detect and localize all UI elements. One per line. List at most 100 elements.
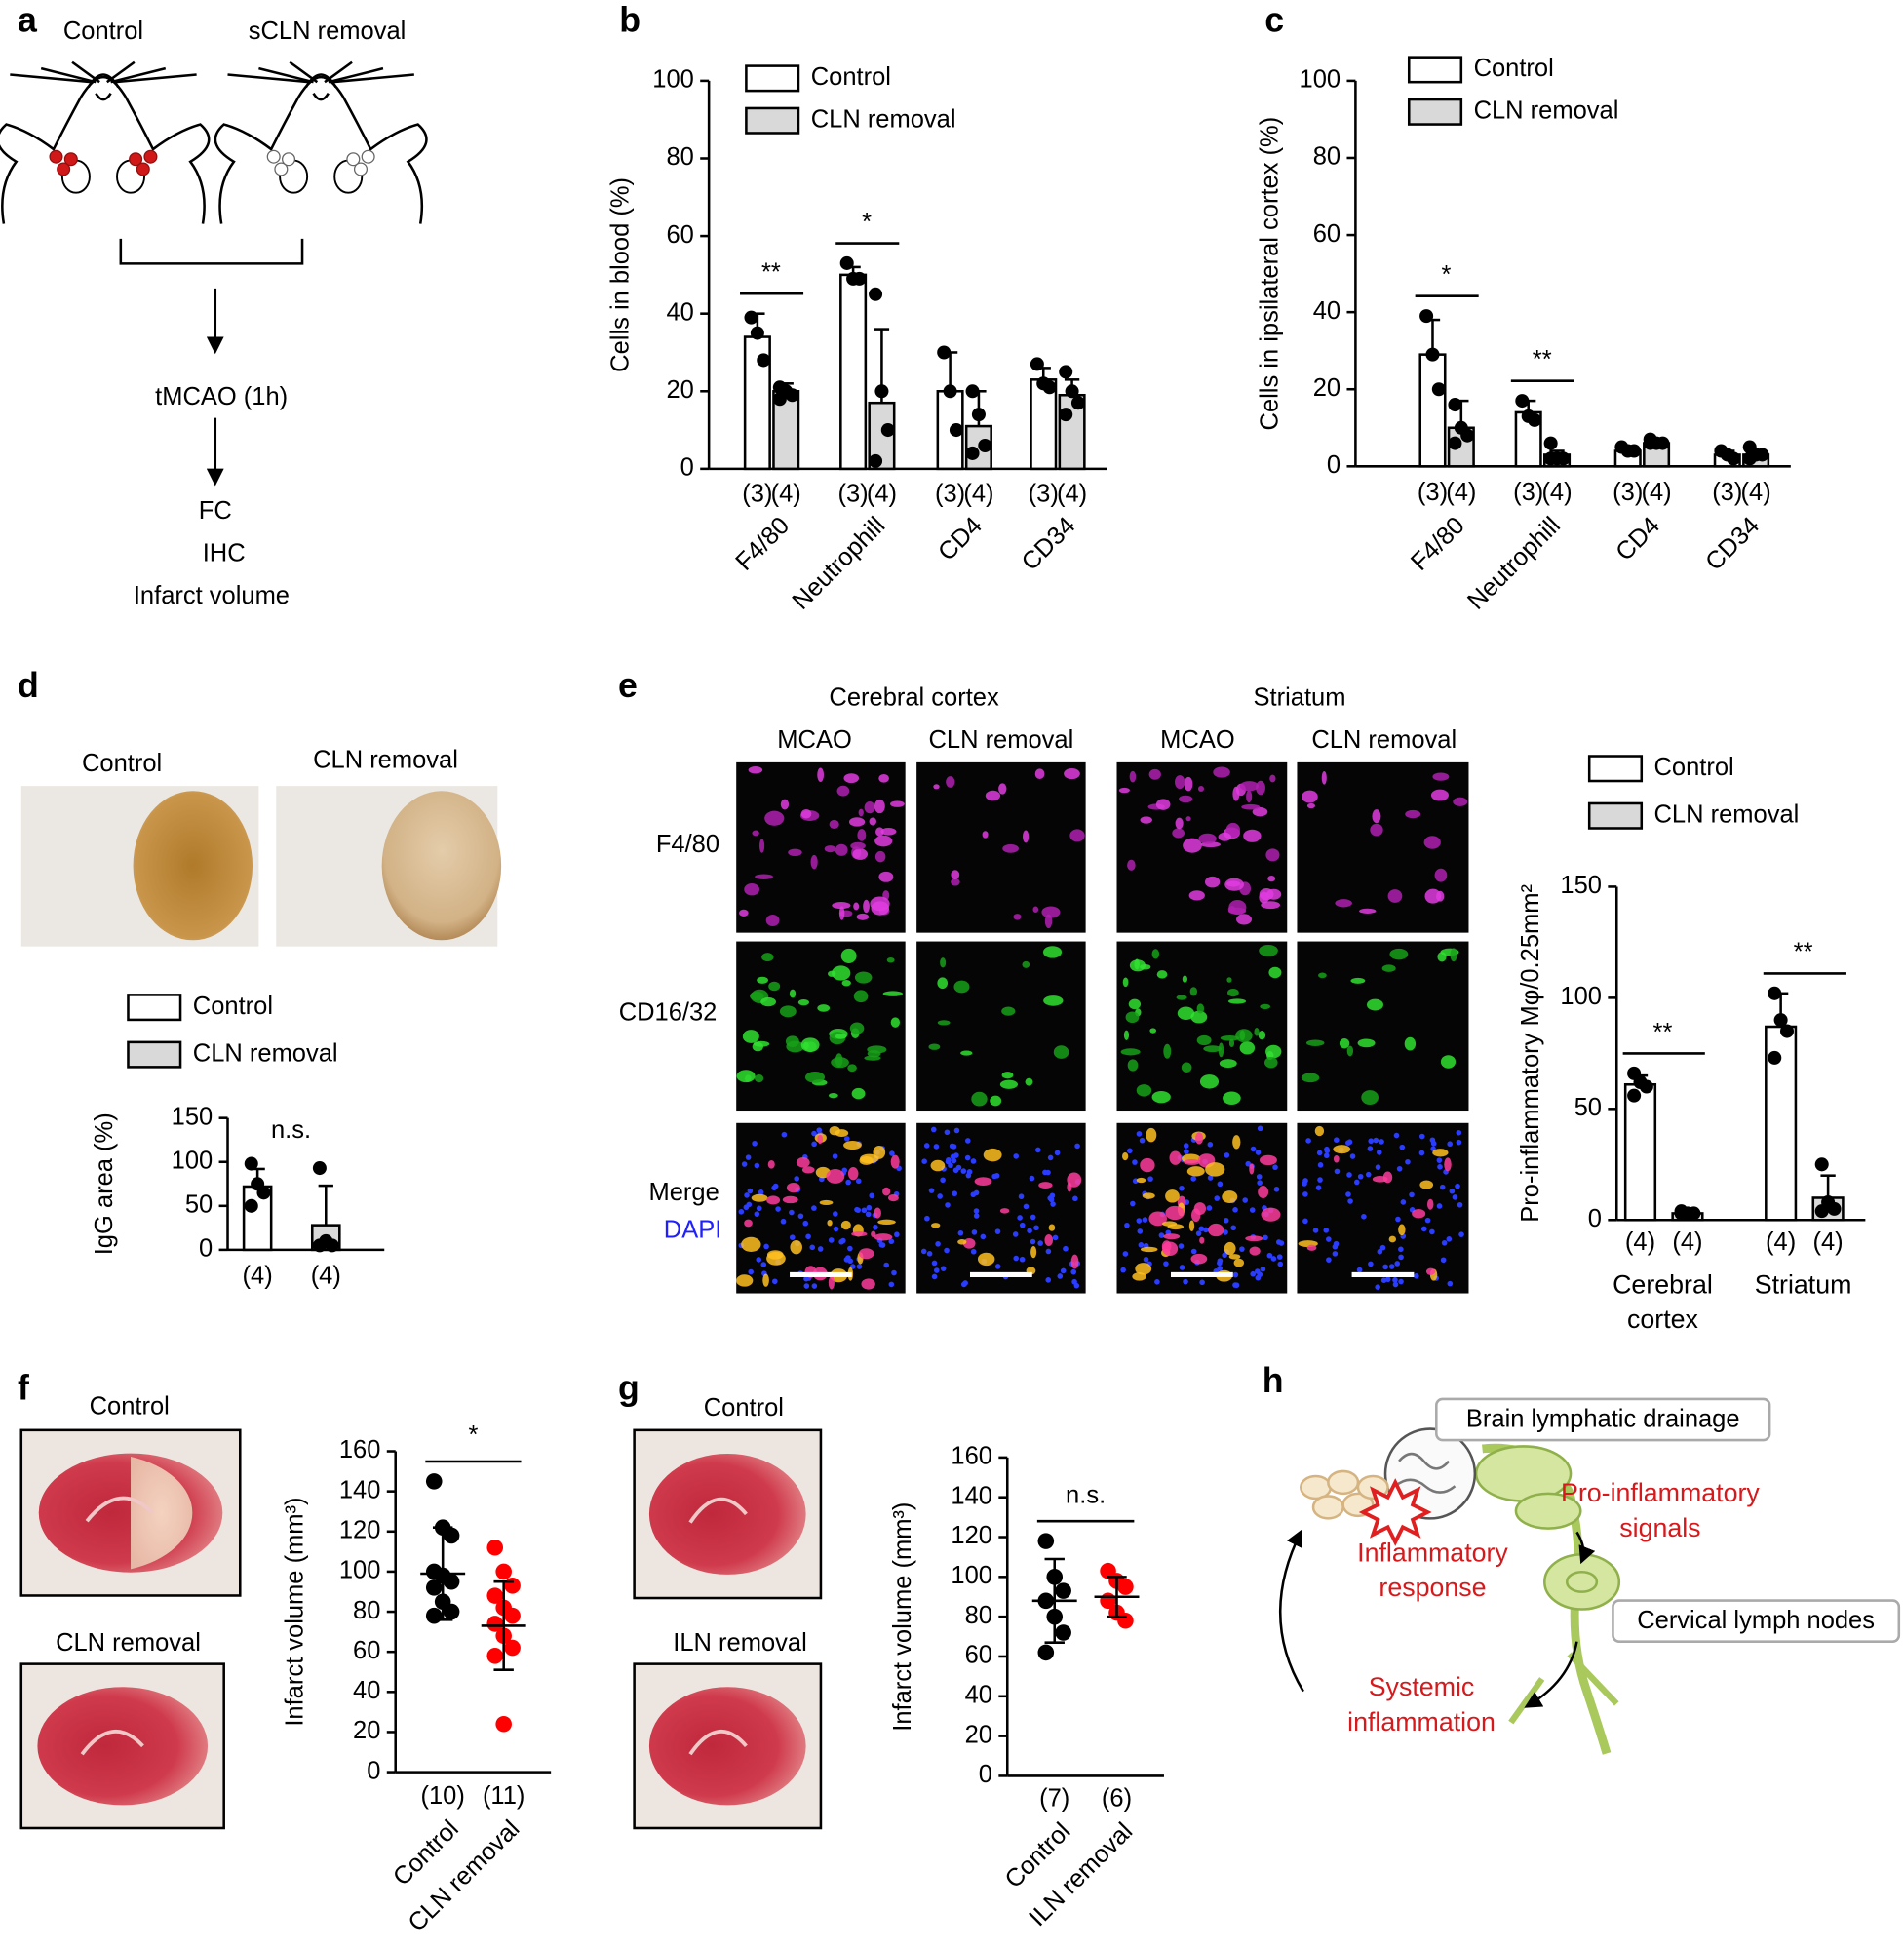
- n-label: (4): [311, 1263, 341, 1290]
- cell-signal: [1372, 809, 1381, 824]
- cell-signal: [1190, 1208, 1201, 1223]
- data-point: [1070, 396, 1085, 410]
- panel-label: h: [1263, 1361, 1284, 1400]
- significance-label: *: [468, 1422, 478, 1449]
- nucleus: [1023, 1203, 1030, 1210]
- cell-signal: [882, 1187, 891, 1196]
- nucleus: [952, 1190, 958, 1197]
- cell-signal: [971, 1091, 988, 1107]
- data-point: [1425, 347, 1440, 362]
- cell-signal: [1125, 1011, 1140, 1024]
- legend-label: Control: [1474, 55, 1554, 82]
- data-point: [874, 384, 889, 399]
- y-tick-label: 0: [367, 1757, 380, 1784]
- nucleus: [1418, 1133, 1425, 1140]
- nucleus: [1037, 1240, 1043, 1246]
- cell-signal: [764, 810, 785, 826]
- cell-signal: [1067, 1182, 1072, 1192]
- cell-signal: [1321, 771, 1327, 785]
- nucleus: [1217, 1266, 1224, 1271]
- cell-signal: [789, 989, 797, 998]
- nucleus: [811, 1283, 818, 1289]
- cell-signal: [1430, 789, 1449, 801]
- data-point: [1768, 986, 1782, 1000]
- cell-signal: [928, 1043, 941, 1050]
- cell-signal: [960, 1050, 973, 1056]
- nucleus: [1302, 1178, 1308, 1184]
- nucleus: [944, 1247, 950, 1254]
- cell-signal: [1425, 1268, 1436, 1275]
- cell-signal: [1146, 1127, 1157, 1143]
- nucleus: [1217, 1260, 1223, 1267]
- cell-signal: [882, 991, 903, 996]
- tissue-stain: [133, 791, 253, 941]
- panel-a-drawing: [119, 238, 304, 487]
- lymph-node: [57, 162, 71, 176]
- data-point: [495, 1563, 512, 1580]
- nucleus: [1312, 1228, 1319, 1233]
- data-point: [1448, 398, 1462, 412]
- cell-signal: [1223, 1091, 1241, 1106]
- cell-signal: [1204, 876, 1221, 888]
- n-label: (4): [1672, 1228, 1702, 1256]
- data-point: [486, 1539, 504, 1556]
- cell-signal: [853, 902, 860, 911]
- nucleus: [960, 1281, 967, 1288]
- cell-signal: [1182, 975, 1187, 983]
- y-tick-label: 20: [1313, 374, 1341, 402]
- cell-signal: [1070, 1254, 1079, 1269]
- cell-signal: [1184, 776, 1193, 792]
- nucleus: [797, 1213, 804, 1220]
- nucleus: [940, 1266, 947, 1271]
- nucleus: [1013, 1153, 1020, 1159]
- cell-signal: [802, 1041, 809, 1050]
- nucleus: [1333, 1240, 1340, 1247]
- nucleus: [1353, 1179, 1360, 1186]
- cell-signal: [1129, 770, 1137, 783]
- cell-signal: [1235, 1029, 1253, 1043]
- cell-signal: [854, 971, 873, 984]
- y-axis-label: Cells in ipsilateral cortex (%): [1256, 117, 1283, 431]
- data-point: [425, 1580, 443, 1596]
- nucleus: [1136, 1218, 1143, 1224]
- nucleus: [1147, 1176, 1153, 1182]
- cell-signal: [1218, 1042, 1224, 1058]
- nucleus: [1270, 1256, 1277, 1262]
- cell-signal: [744, 1219, 753, 1228]
- cell-signal: [790, 1239, 802, 1255]
- cell-signal: [1043, 995, 1064, 1006]
- nucleus: [1232, 1271, 1239, 1278]
- cell-signal: [1184, 1159, 1201, 1165]
- x-tick-label: Neutrophill: [787, 512, 890, 615]
- cell-signal: [870, 896, 890, 912]
- cell-signal: [1190, 1010, 1208, 1024]
- cell-signal: [768, 981, 781, 992]
- nucleus: [1045, 1248, 1052, 1255]
- whisker: [110, 66, 167, 84]
- cell-signal: [788, 848, 802, 857]
- cell-signal: [1232, 786, 1240, 801]
- cell-signal: [1022, 830, 1030, 843]
- cell-signal: [849, 1022, 865, 1034]
- data-point: [965, 384, 980, 399]
- cell-signal: [1228, 1254, 1241, 1260]
- cell-signal: [1381, 964, 1396, 972]
- cell-signal: [1218, 832, 1231, 841]
- data-point: [1755, 448, 1769, 462]
- cell-signal: [864, 800, 875, 814]
- y-tick-label: 120: [339, 1517, 381, 1544]
- cell-signal: [840, 1220, 851, 1230]
- nucleus: [1122, 1251, 1129, 1257]
- y-axis-label: Infarct volume (mm³): [889, 1502, 916, 1732]
- nucleus: [971, 1229, 978, 1235]
- significance-label: **: [1653, 1019, 1673, 1046]
- nucleus: [920, 1248, 927, 1255]
- cell-signal: [1258, 1186, 1269, 1199]
- significance-label: **: [1533, 346, 1552, 373]
- nucleus: [789, 1209, 795, 1216]
- nucleus: [866, 1204, 873, 1211]
- ventricle: [80, 1730, 144, 1756]
- cell-signal: [824, 845, 836, 853]
- data-point: [1030, 357, 1044, 371]
- cell-signal: [744, 883, 760, 896]
